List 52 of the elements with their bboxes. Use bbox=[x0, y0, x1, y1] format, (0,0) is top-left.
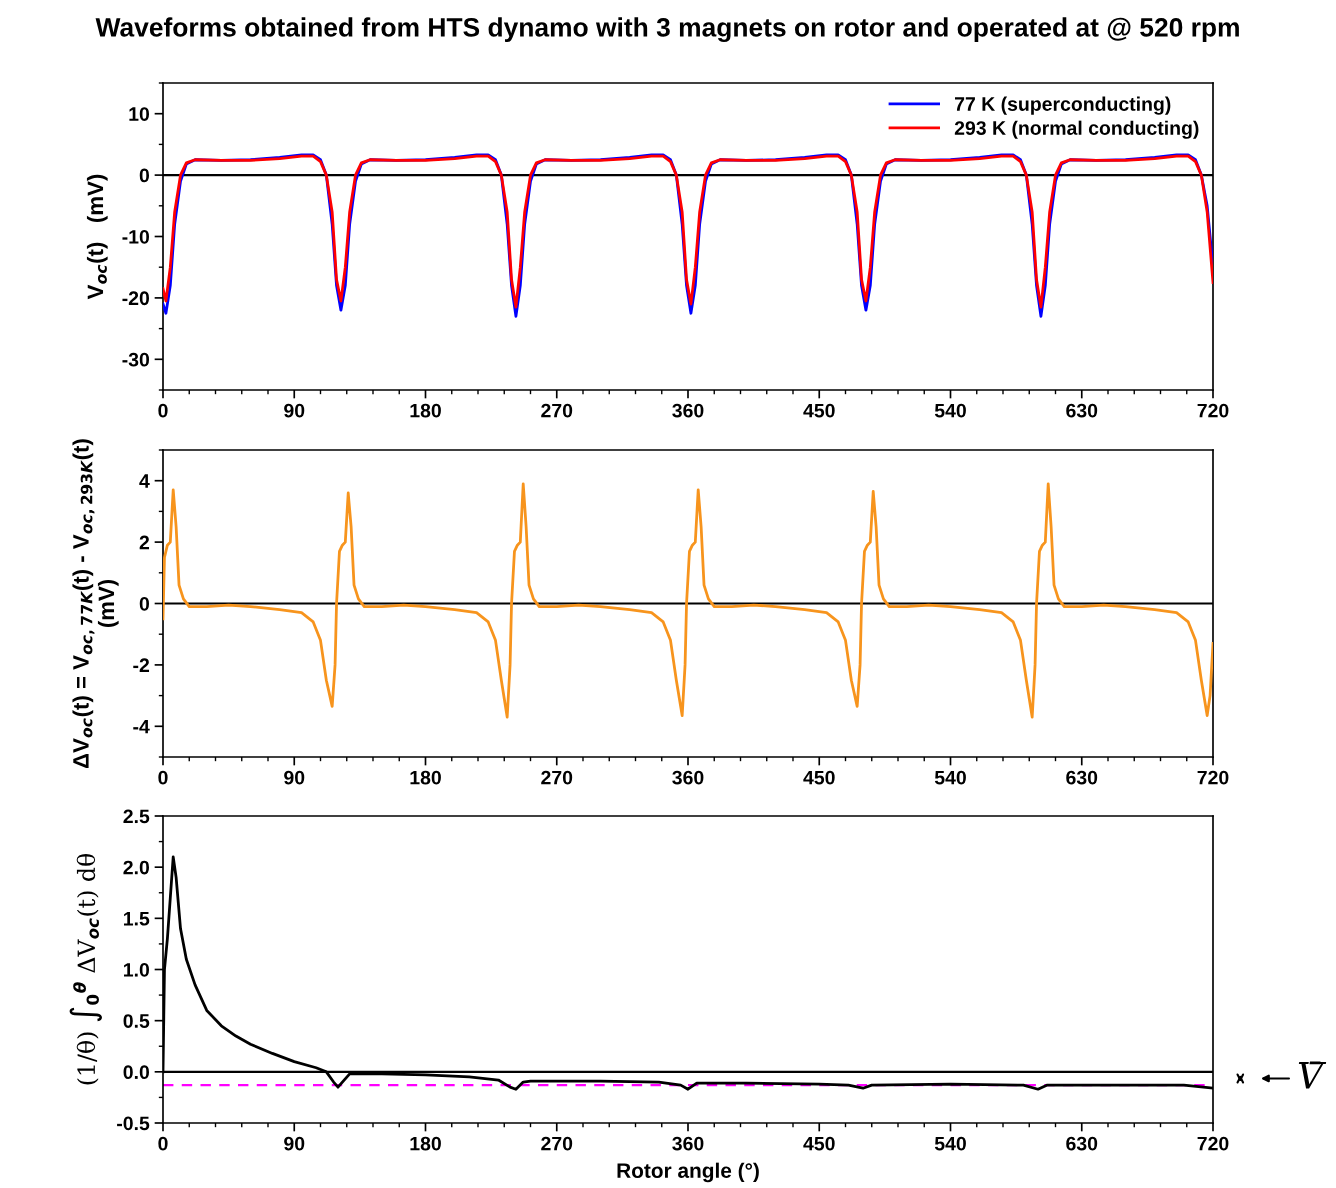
x-tick-label: 180 bbox=[410, 403, 441, 418]
y-tick-label: 0.5 bbox=[123, 1014, 150, 1028]
y-tick-label: -2 bbox=[133, 658, 150, 672]
x-tick-label: 450 bbox=[803, 770, 835, 785]
y-tick-label: 1.0 bbox=[124, 962, 150, 977]
legend-label: 77 K (superconducting) bbox=[955, 96, 1171, 115]
y-tick-label: -20 bbox=[122, 291, 150, 306]
x-axis-title: Rotor angle (°) bbox=[617, 1162, 759, 1183]
x-tick-label: 90 bbox=[284, 770, 305, 785]
x-tick-label: 630 bbox=[1066, 403, 1098, 418]
x-tick-label: 540 bbox=[934, 1136, 966, 1151]
y-tick-label: 2.5 bbox=[123, 809, 150, 824]
y-axis-title: V$_{oc}$(t) (mV) bbox=[86, 174, 108, 300]
x-tick-label: 270 bbox=[541, 1136, 573, 1151]
chart-title: Waveforms obtained from HTS dynamo with 3 magnets on rotor and operated at @ 520 rpm bbox=[95, 17, 1239, 43]
x-tick-label: 540 bbox=[934, 403, 966, 418]
y-axis-title: (1/θ) ∫$_{0}$$^{θ}$ ΔV$_{oc}$(t) dθ bbox=[69, 853, 102, 1085]
x-tick-label: 360 bbox=[672, 1136, 704, 1151]
y-tick-label: 1.5 bbox=[124, 912, 150, 926]
y-tick-label: 0.0 bbox=[123, 1065, 150, 1080]
x-tick-label: 90 bbox=[284, 403, 305, 418]
y-tick-label: -10 bbox=[122, 229, 150, 244]
x-tick-label: 0 bbox=[158, 403, 168, 418]
y-tick-label: 0 bbox=[139, 596, 150, 611]
x-tick-label: 360 bbox=[672, 403, 704, 418]
x-tick-label: 90 bbox=[284, 1136, 305, 1151]
y-tick-label: -30 bbox=[122, 352, 150, 367]
x-tick-label: 180 bbox=[410, 1136, 441, 1151]
x-tick-label: 360 bbox=[672, 770, 704, 785]
y-tick-label: 2 bbox=[139, 535, 150, 550]
y-tick-label: 4 bbox=[139, 474, 150, 488]
x-tick-label: 450 bbox=[803, 1136, 835, 1151]
y-tick-label: -0.5 bbox=[117, 1116, 150, 1131]
x-tick-label: 540 bbox=[934, 770, 966, 785]
legend-label: 293 K (normal conducting) bbox=[954, 120, 1199, 139]
x-tick-label: 450 bbox=[803, 403, 835, 418]
x-tick-label: 270 bbox=[541, 770, 573, 785]
text: V̄ bbox=[1298, 1061, 1327, 1089]
x-tick-label: 630 bbox=[1066, 770, 1098, 785]
y-tick-label: -4 bbox=[133, 719, 150, 734]
x-tick-label: 720 bbox=[1197, 403, 1229, 418]
x-tick-label: 720 bbox=[1197, 770, 1229, 785]
x-tick-label: 0 bbox=[158, 1136, 168, 1151]
y-tick-label: 10 bbox=[129, 107, 150, 121]
x-tick-label: 0 bbox=[158, 770, 168, 785]
x-tick-label: 630 bbox=[1066, 1136, 1098, 1151]
y-tick-label: 0 bbox=[139, 168, 150, 183]
text: ΔV$_{oc}$(t) = V$_{oc,77K}$(t) - V$_{oc,293K}$(t) (mV) bbox=[72, 439, 119, 769]
x-tick-label: 180 bbox=[410, 770, 441, 785]
x-tick-label: 270 bbox=[541, 403, 573, 418]
x-tick-label: 720 bbox=[1197, 1136, 1229, 1151]
y-tick-label: 2.0 bbox=[123, 860, 150, 875]
